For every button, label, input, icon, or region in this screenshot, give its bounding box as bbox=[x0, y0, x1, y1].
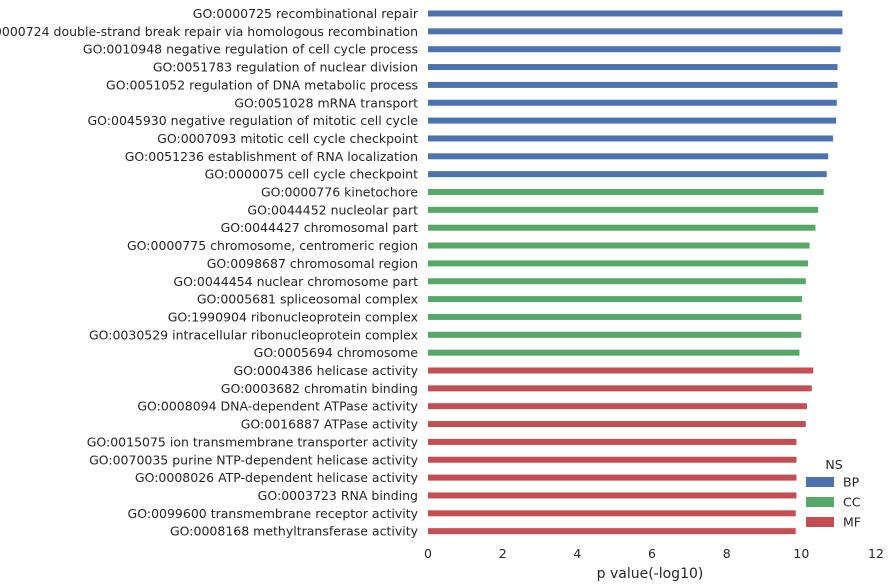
category-label: GO:0010948 negative regulation of cell c… bbox=[83, 42, 418, 57]
legend-label-bp: BP bbox=[843, 475, 860, 490]
legend-swatch-cc bbox=[806, 497, 834, 507]
bar-cc bbox=[428, 224, 816, 231]
category-label: GO:0005681 spliceosomal complex bbox=[197, 292, 418, 307]
bar-mf bbox=[428, 421, 806, 428]
bar-cc bbox=[428, 296, 803, 303]
category-label: GO:0004386 helicase activity bbox=[233, 363, 418, 378]
bar-mf bbox=[428, 492, 797, 499]
legend-title: NS bbox=[825, 457, 842, 472]
category-label: GO:0015075 ion transmembrane transporter… bbox=[87, 434, 419, 449]
category-label: GO:0000776 kinetochore bbox=[261, 185, 418, 200]
legend-swatch-bp bbox=[806, 477, 834, 487]
category-label: GO:0003723 RNA binding bbox=[258, 488, 418, 503]
category-labels: GO:0000725 recombinational repair GO:0000… bbox=[0, 6, 419, 539]
bar-bp bbox=[428, 135, 834, 142]
x-axis-title: p value(-log10) bbox=[597, 566, 704, 582]
category-label: GO:0030529 intracellular ribonucleoprote… bbox=[89, 327, 418, 342]
x-tick-label: 10 bbox=[793, 546, 809, 561]
bar-cc bbox=[428, 313, 802, 320]
bar-mf bbox=[428, 385, 812, 392]
bar-mf bbox=[428, 367, 814, 374]
category-label: GO:0044427 chromosomal part bbox=[221, 220, 418, 235]
bar-bp bbox=[428, 153, 829, 160]
legend-label-cc: CC bbox=[843, 495, 861, 510]
bar-bp bbox=[428, 10, 843, 17]
x-axis-ticks: 0 2 4 6 8 10 12 bbox=[424, 546, 884, 561]
category-label: GO:0051028 mRNA transport bbox=[234, 95, 418, 110]
legend-label-mf: MF bbox=[843, 515, 861, 530]
category-label: GO:0008168 methyltransferase activity bbox=[170, 524, 419, 539]
category-label: GO:0044454 nuclear chromosome part bbox=[173, 274, 418, 289]
bar-cc bbox=[428, 189, 824, 195]
category-label: GO:0016887 ATPase activity bbox=[241, 417, 419, 432]
bar-bp bbox=[428, 46, 841, 53]
bar-bp bbox=[428, 117, 837, 124]
category-label: GO:0099600 transmembrane receptor activi… bbox=[128, 506, 419, 521]
legend: NS BP CC MF bbox=[806, 457, 861, 530]
bar-cc bbox=[428, 331, 802, 338]
legend-swatch-mf bbox=[806, 517, 834, 527]
category-label: GO:0005694 chromosome bbox=[254, 345, 419, 360]
bar-mf bbox=[428, 474, 797, 481]
bar-bp bbox=[428, 99, 837, 106]
category-label: GO:0045930 negative regulation of mitoti… bbox=[88, 113, 419, 128]
category-label: GO:0008094 DNA-dependent ATPase activity bbox=[137, 399, 418, 414]
bar-cc bbox=[428, 206, 819, 213]
category-label: GO:0000775 chromosome, centromeric regio… bbox=[127, 238, 418, 253]
bar-mf bbox=[428, 438, 797, 445]
category-label: GO:0003682 chromatin binding bbox=[221, 381, 418, 396]
bar-cc bbox=[428, 242, 810, 249]
x-tick-label: 4 bbox=[573, 546, 581, 561]
bar-mf bbox=[428, 510, 796, 517]
category-label: GO:0044452 nucleolar part bbox=[247, 202, 418, 217]
x-tick-label: 12 bbox=[868, 546, 884, 561]
category-label: GO:0051052 regulation of DNA metabolic p… bbox=[106, 77, 418, 92]
category-label: GO:1990904 ribonucleoprotein complex bbox=[168, 309, 418, 324]
category-label: GO:0051783 regulation of nuclear divisio… bbox=[153, 60, 418, 75]
bar-mf bbox=[428, 403, 807, 410]
category-label: GO:0000075 cell cycle checkpoint bbox=[205, 167, 418, 182]
bar-bp bbox=[428, 64, 838, 71]
bar-series-group bbox=[428, 10, 843, 535]
x-tick-label: 2 bbox=[499, 546, 507, 561]
category-label: GO:0070035 purine NTP-dependent helicase… bbox=[89, 452, 419, 467]
bar-cc bbox=[428, 260, 809, 267]
x-tick-label: 6 bbox=[648, 546, 656, 561]
x-tick-label: 0 bbox=[424, 546, 432, 561]
bar-cc bbox=[428, 278, 806, 285]
bar-bp bbox=[428, 28, 843, 35]
bar-mf bbox=[428, 528, 796, 535]
bar-bp bbox=[428, 171, 827, 178]
bar-bp bbox=[428, 81, 838, 88]
category-label: GO:0098687 chromosomal region bbox=[207, 256, 418, 271]
category-label: GO:0051236 establishment of RNA localiza… bbox=[125, 149, 418, 164]
category-label: GO:0000725 recombinational repair bbox=[193, 6, 419, 21]
category-label: GO:0000724 double-strand break repair vi… bbox=[0, 24, 418, 39]
bar-cc bbox=[428, 349, 800, 356]
bar-mf bbox=[428, 456, 797, 463]
x-tick-label: 8 bbox=[723, 546, 731, 561]
category-label: GO:0007093 mitotic cell cycle checkpoint bbox=[157, 131, 418, 146]
category-label: GO:0008026 ATP-dependent helicase activi… bbox=[135, 470, 419, 485]
